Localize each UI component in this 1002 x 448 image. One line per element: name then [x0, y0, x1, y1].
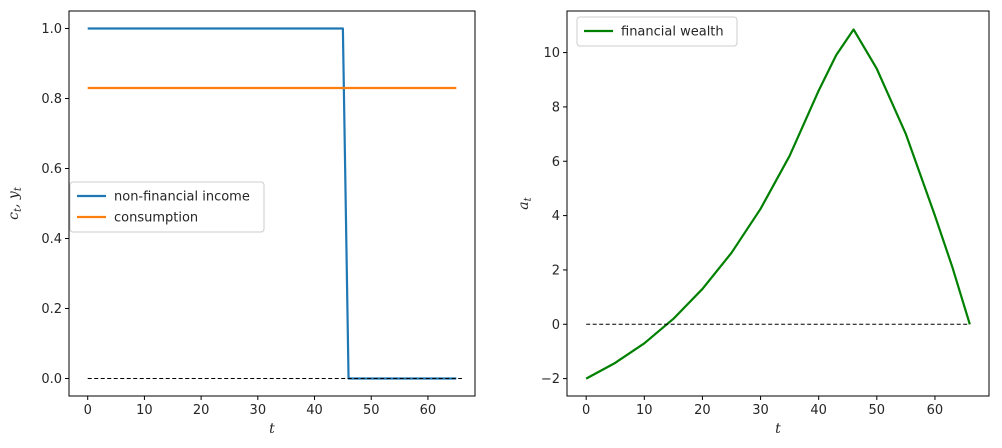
y-tick-label: 6: [552, 155, 560, 170]
y-tick-label: 0.8: [41, 92, 62, 107]
x-tick-label: 50: [869, 403, 886, 418]
y-tick-label: 10: [543, 46, 560, 61]
x-tick-label: 30: [752, 403, 769, 418]
financial-wealth-chart: 0 10 20 30 40 50 60 −2 0 2 4 6 8 10 t at financial wealt…: [516, 10, 990, 437]
consumption-income-chart: 0 10 20 30 40 50 60 0.0 0.2 0.4 0.6 0.8 1.0 t ct, yt no…: [6, 10, 476, 437]
y-tick-label: 8: [552, 100, 560, 115]
y-tick-label: 0.6: [41, 162, 62, 177]
y-tick-label: 0: [552, 318, 560, 333]
legend: non-financial income consumption: [69, 181, 265, 233]
x-tick-label: 40: [810, 403, 827, 418]
legend-entry-label: consumption: [114, 211, 198, 226]
x-tick-label: 50: [363, 403, 380, 418]
x-tick-label: 20: [694, 403, 711, 418]
legend-entry-label: non-financial income: [114, 190, 250, 205]
x-axis-label: t: [775, 421, 781, 437]
x-tick-label: 10: [136, 403, 153, 418]
x-tick-label: 10: [636, 403, 653, 418]
axes-frame: [566, 10, 990, 397]
x-tick-label: 0: [582, 403, 590, 418]
y-tick-label: −2: [541, 372, 560, 387]
x-tick-label: 30: [250, 403, 267, 418]
x-tick-label: 60: [420, 403, 437, 418]
y-tick-label: 1.0: [41, 22, 62, 37]
x-tick-label: 60: [927, 403, 944, 418]
x-tick-label: 40: [306, 403, 323, 418]
y-tick-label: 0.4: [41, 232, 62, 247]
x-axis-label: t: [269, 421, 275, 437]
x-tick-label: 20: [193, 403, 210, 418]
legend-box: [576, 16, 738, 47]
y-tick-label: 2: [552, 263, 560, 278]
legend-box: [69, 181, 265, 233]
legend-entry-label: financial wealth: [621, 25, 724, 40]
financial-wealth-line: [585, 28, 971, 380]
y-axis-label: ct, yt: [6, 186, 24, 220]
series-lines: [585, 28, 971, 380]
y-tick-label: 0.0: [41, 372, 62, 387]
y-tick-label: 0.2: [41, 302, 62, 317]
legend: financial wealth: [576, 16, 738, 47]
series-lines: [87, 27, 462, 380]
axes-frame: [68, 10, 476, 397]
y-axis-label: at: [516, 196, 534, 209]
y-tick-label: 4: [552, 209, 560, 224]
x-tick-label: 0: [84, 403, 92, 418]
